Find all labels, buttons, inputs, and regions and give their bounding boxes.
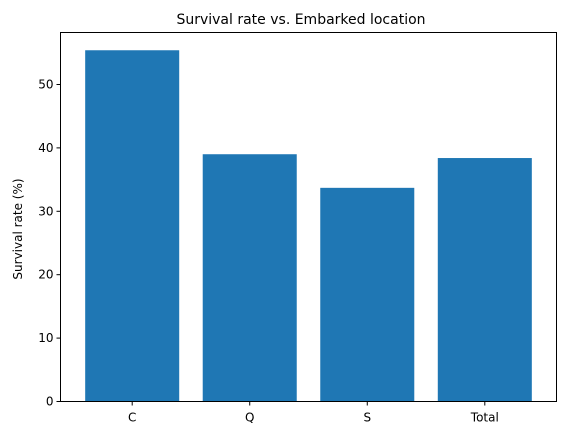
chart-title: Survival rate vs. Embarked location	[176, 12, 425, 28]
y-tick-label: 30	[38, 204, 53, 218]
y-axis: 0 10 20 30 40 50	[38, 77, 61, 409]
y-tick-label: 0	[46, 395, 54, 409]
x-tick-label: S	[363, 411, 371, 425]
bars-group	[85, 50, 532, 402]
bar-total	[437, 158, 532, 402]
y-tick-label: 40	[38, 141, 53, 155]
x-tick-label: Q	[245, 411, 254, 425]
x-axis: C Q S Total	[128, 401, 499, 425]
bar-c	[85, 50, 180, 402]
bar-q	[202, 154, 297, 402]
y-tick-label: 10	[38, 331, 53, 345]
y-axis-label: Survival rate (%)	[11, 178, 25, 279]
x-tick-label: C	[128, 411, 136, 425]
y-tick-label: 50	[38, 77, 53, 91]
y-tick-label: 20	[38, 268, 53, 282]
plot-frame	[60, 32, 557, 402]
x-tick-label: Total	[470, 411, 499, 425]
bar-s	[320, 187, 415, 402]
